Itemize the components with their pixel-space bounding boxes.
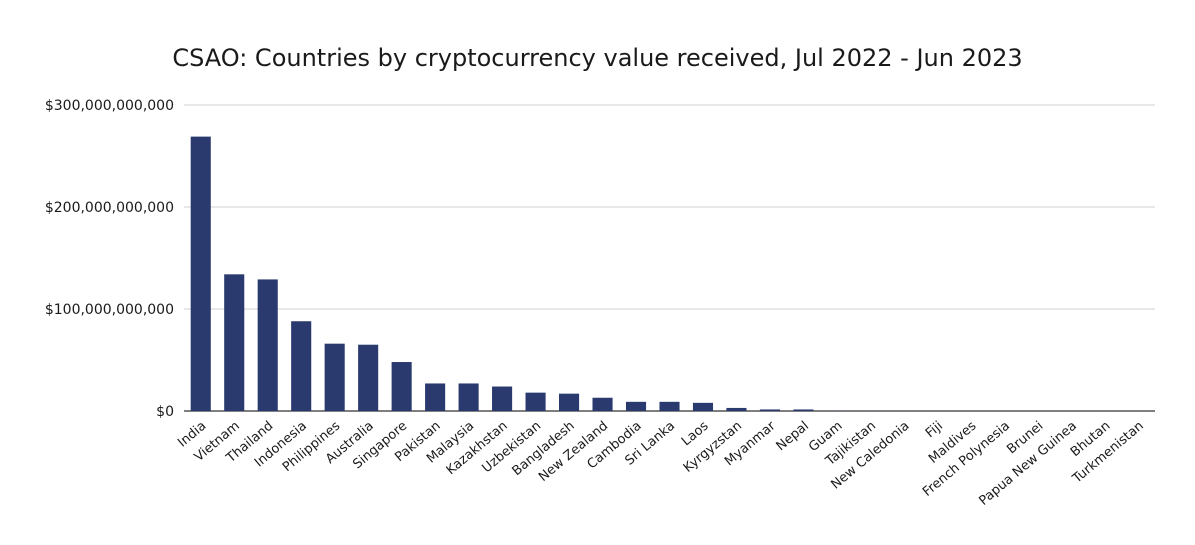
bar (659, 401, 680, 411)
bar (224, 274, 245, 411)
y-tick-label: $0 (156, 404, 174, 420)
bar (257, 279, 278, 411)
bar (458, 383, 479, 411)
bar (692, 402, 714, 411)
bar (358, 344, 379, 411)
bar (324, 343, 345, 411)
bar (291, 321, 312, 411)
bar (592, 397, 613, 411)
bar (625, 401, 647, 411)
chart-title: CSAO: Countries by cryptocurrency value … (172, 44, 1023, 72)
bar (525, 392, 546, 411)
bar (190, 136, 211, 411)
bar (391, 362, 412, 411)
y-tick-label: $200,000,000,000 (45, 200, 174, 216)
y-tick-label: $100,000,000,000 (45, 302, 174, 318)
bar (425, 383, 446, 411)
bar (492, 386, 513, 411)
bar (726, 407, 747, 411)
bar (559, 393, 580, 411)
bar (793, 409, 814, 411)
x-tick-label: Nepal (774, 419, 812, 455)
bar (759, 409, 780, 411)
y-tick-label: $300,000,000,000 (45, 98, 174, 114)
x-tick-label: Fiji (923, 419, 946, 442)
